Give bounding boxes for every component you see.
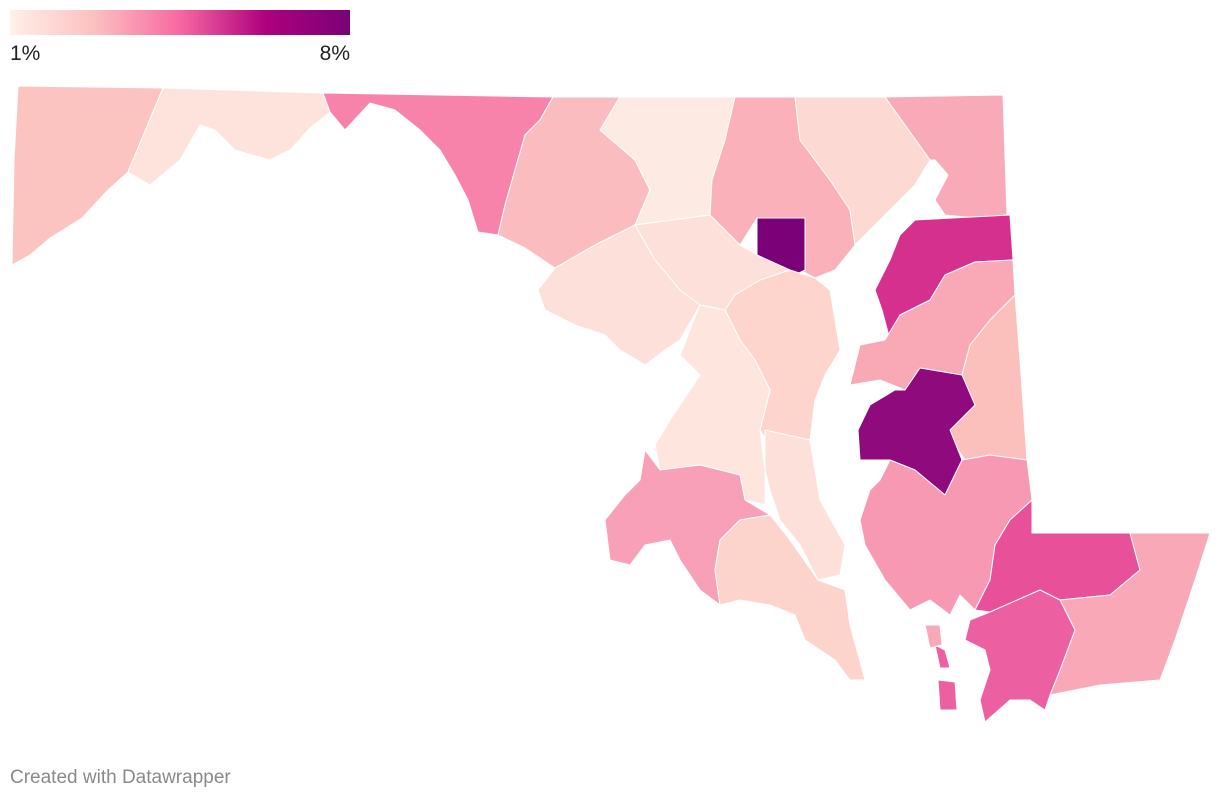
county [604, 449, 771, 606]
county [714, 514, 866, 681]
legend-gradient [10, 10, 350, 35]
county [937, 679, 958, 711]
legend-label: 8% [320, 42, 350, 65]
county [884, 94, 1008, 219]
footer: Created with Datawrapper [10, 767, 231, 788]
counties [11, 85, 1211, 723]
legend-labels: 1% 8% [10, 42, 350, 65]
county [537, 224, 701, 366]
county [934, 644, 951, 669]
county [924, 624, 943, 649]
legend-label: 1% [10, 42, 40, 65]
county [964, 589, 1076, 723]
county [127, 87, 331, 186]
